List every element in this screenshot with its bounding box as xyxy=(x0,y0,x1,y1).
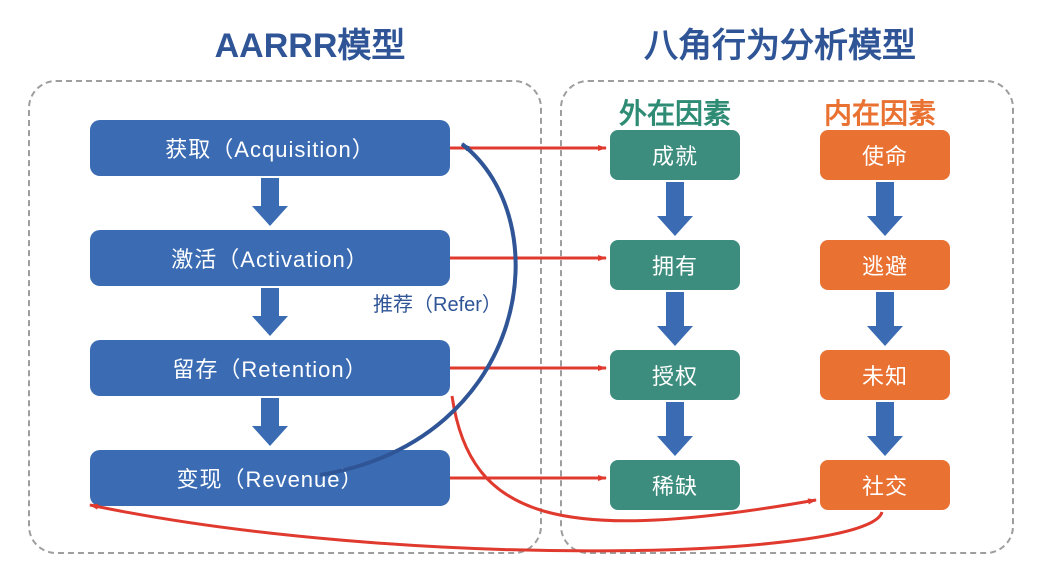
int-factor-2: 未知 xyxy=(820,350,950,400)
refer-label: 推荐（Refer） xyxy=(373,288,502,317)
subhead-external: 外在因素 xyxy=(595,92,755,132)
int-factor-label: 未知 xyxy=(862,359,908,391)
aarrr-step-activation: 激活（Activation） xyxy=(90,230,450,286)
ext-factor-1: 拥有 xyxy=(610,240,740,290)
aarrr-step-label: 获取（Acquisition） xyxy=(165,132,374,164)
aarrr-step-label: 变现（Revenue） xyxy=(176,462,363,494)
ext-factor-2: 授权 xyxy=(610,350,740,400)
aarrr-step-label: 留存（Retention） xyxy=(172,352,367,384)
int-factor-label: 使命 xyxy=(862,139,908,171)
subhead-internal: 内在因素 xyxy=(800,92,960,132)
ext-factor-label: 成就 xyxy=(652,139,698,171)
aarrr-step-retention: 留存（Retention） xyxy=(90,340,450,396)
int-factor-label: 社交 xyxy=(862,469,908,501)
ext-factor-label: 稀缺 xyxy=(652,469,698,501)
ext-factor-0: 成就 xyxy=(610,130,740,180)
right-title: 八角行为分析模型 xyxy=(580,18,980,67)
int-factor-1: 逃避 xyxy=(820,240,950,290)
int-factor-label: 逃避 xyxy=(862,249,908,281)
int-factor-3: 社交 xyxy=(820,460,950,510)
ext-factor-label: 拥有 xyxy=(652,249,698,281)
aarrr-step-acquisition: 获取（Acquisition） xyxy=(90,120,450,176)
aarrr-step-label: 激活（Activation） xyxy=(171,242,368,274)
aarrr-step-revenue: 变现（Revenue） xyxy=(90,450,450,506)
left-title: AARRR模型 xyxy=(180,18,440,67)
int-factor-0: 使命 xyxy=(820,130,950,180)
ext-factor-label: 授权 xyxy=(652,359,698,391)
ext-factor-3: 稀缺 xyxy=(610,460,740,510)
